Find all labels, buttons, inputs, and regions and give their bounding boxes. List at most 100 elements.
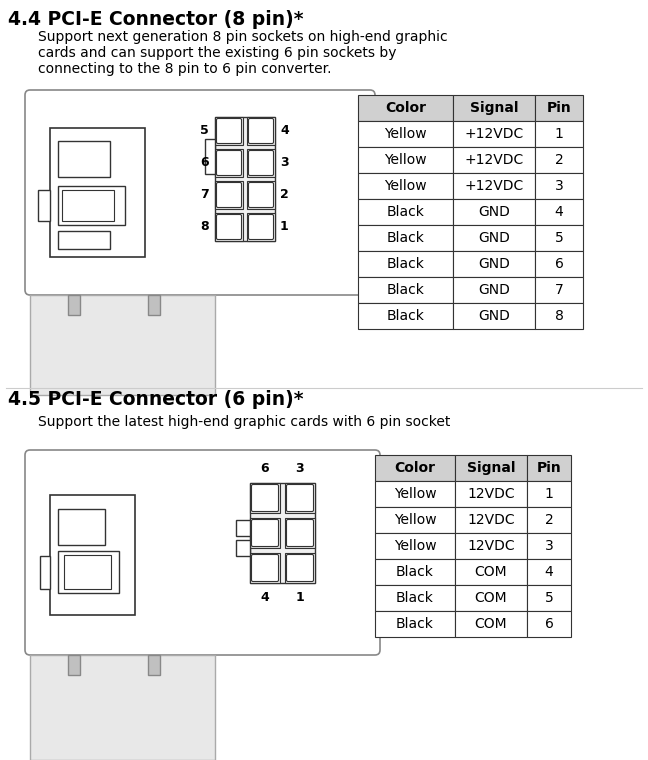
Bar xyxy=(58,231,110,249)
Bar xyxy=(453,121,535,147)
Bar xyxy=(30,295,215,395)
Text: 4.5 PCI-E Connector (6 pin)*: 4.5 PCI-E Connector (6 pin)* xyxy=(8,390,303,409)
Text: Black: Black xyxy=(396,565,434,579)
Text: Black: Black xyxy=(387,257,424,271)
Bar xyxy=(250,518,280,548)
Bar xyxy=(30,655,215,760)
Text: Yellow: Yellow xyxy=(384,153,427,167)
Text: GND: GND xyxy=(478,205,510,219)
Bar xyxy=(236,540,250,556)
Text: 1: 1 xyxy=(555,127,564,141)
Text: 3: 3 xyxy=(295,462,305,475)
Text: Yellow: Yellow xyxy=(394,513,436,527)
Bar xyxy=(285,553,315,583)
FancyBboxPatch shape xyxy=(286,520,314,546)
Text: 3: 3 xyxy=(280,157,288,169)
Bar xyxy=(375,611,455,637)
FancyBboxPatch shape xyxy=(248,214,273,239)
Bar xyxy=(358,277,453,303)
Text: 12VDC: 12VDC xyxy=(467,513,515,527)
Text: 4: 4 xyxy=(555,205,563,219)
Text: Yellow: Yellow xyxy=(384,179,427,193)
Bar xyxy=(38,190,50,221)
Bar xyxy=(247,181,275,209)
Bar xyxy=(453,199,535,225)
Text: 6: 6 xyxy=(555,257,564,271)
Bar xyxy=(455,611,527,637)
Bar xyxy=(236,520,250,536)
Bar xyxy=(453,173,535,199)
Bar xyxy=(285,483,315,513)
Bar xyxy=(455,481,527,507)
Text: Black: Black xyxy=(396,591,434,605)
FancyBboxPatch shape xyxy=(248,182,273,207)
Text: 4: 4 xyxy=(260,591,270,604)
Bar xyxy=(455,559,527,585)
Bar xyxy=(215,213,243,241)
Text: 5: 5 xyxy=(544,591,553,605)
Text: 6: 6 xyxy=(260,462,270,475)
Bar xyxy=(375,585,455,611)
Bar xyxy=(358,121,453,147)
Bar xyxy=(215,181,243,209)
Bar xyxy=(358,147,453,173)
Bar xyxy=(58,141,110,177)
Bar xyxy=(535,95,583,121)
FancyBboxPatch shape xyxy=(251,485,279,511)
FancyBboxPatch shape xyxy=(216,119,242,144)
Text: connecting to the 8 pin to 6 pin converter.: connecting to the 8 pin to 6 pin convert… xyxy=(38,62,332,76)
Text: Support next generation 8 pin sockets on high-end graphic: Support next generation 8 pin sockets on… xyxy=(38,30,448,44)
Bar xyxy=(358,225,453,251)
Text: 1: 1 xyxy=(280,220,289,233)
FancyBboxPatch shape xyxy=(216,214,242,239)
Text: Signal: Signal xyxy=(470,101,518,115)
Text: COM: COM xyxy=(475,565,507,579)
Text: Yellow: Yellow xyxy=(384,127,427,141)
Bar xyxy=(527,507,571,533)
Bar xyxy=(453,147,535,173)
Bar xyxy=(527,559,571,585)
Text: 1: 1 xyxy=(295,591,305,604)
Bar xyxy=(527,481,571,507)
Text: Support the latest high-end graphic cards with 6 pin socket: Support the latest high-end graphic card… xyxy=(38,415,450,429)
Bar xyxy=(527,585,571,611)
FancyBboxPatch shape xyxy=(216,182,242,207)
Text: 2: 2 xyxy=(544,513,553,527)
Text: 7: 7 xyxy=(555,283,563,297)
Text: 1: 1 xyxy=(544,487,553,501)
Text: 6: 6 xyxy=(200,157,209,169)
Bar xyxy=(68,655,80,675)
Bar xyxy=(285,518,315,548)
Text: GND: GND xyxy=(478,309,510,323)
Bar xyxy=(50,128,145,257)
Text: 5: 5 xyxy=(200,125,209,138)
Bar xyxy=(205,139,215,173)
FancyBboxPatch shape xyxy=(286,555,314,581)
Text: 5: 5 xyxy=(555,231,563,245)
FancyBboxPatch shape xyxy=(25,450,380,655)
Bar xyxy=(455,585,527,611)
Text: Black: Black xyxy=(387,283,424,297)
FancyBboxPatch shape xyxy=(286,485,314,511)
Bar xyxy=(535,173,583,199)
Text: +12VDC: +12VDC xyxy=(465,153,524,167)
Bar xyxy=(50,495,135,615)
Text: COM: COM xyxy=(475,617,507,631)
Text: 3: 3 xyxy=(544,539,553,553)
FancyBboxPatch shape xyxy=(248,119,273,144)
Text: 8: 8 xyxy=(200,220,209,233)
Text: 3: 3 xyxy=(555,179,563,193)
Bar xyxy=(535,147,583,173)
Text: Color: Color xyxy=(395,461,435,475)
Bar xyxy=(215,117,275,241)
Text: Black: Black xyxy=(396,617,434,631)
Bar xyxy=(64,556,111,590)
Text: GND: GND xyxy=(478,283,510,297)
Bar xyxy=(455,507,527,533)
Bar xyxy=(250,483,315,583)
Text: 2: 2 xyxy=(280,188,289,201)
Bar xyxy=(358,173,453,199)
Bar xyxy=(247,213,275,241)
Bar xyxy=(58,509,105,546)
Bar xyxy=(148,295,160,315)
